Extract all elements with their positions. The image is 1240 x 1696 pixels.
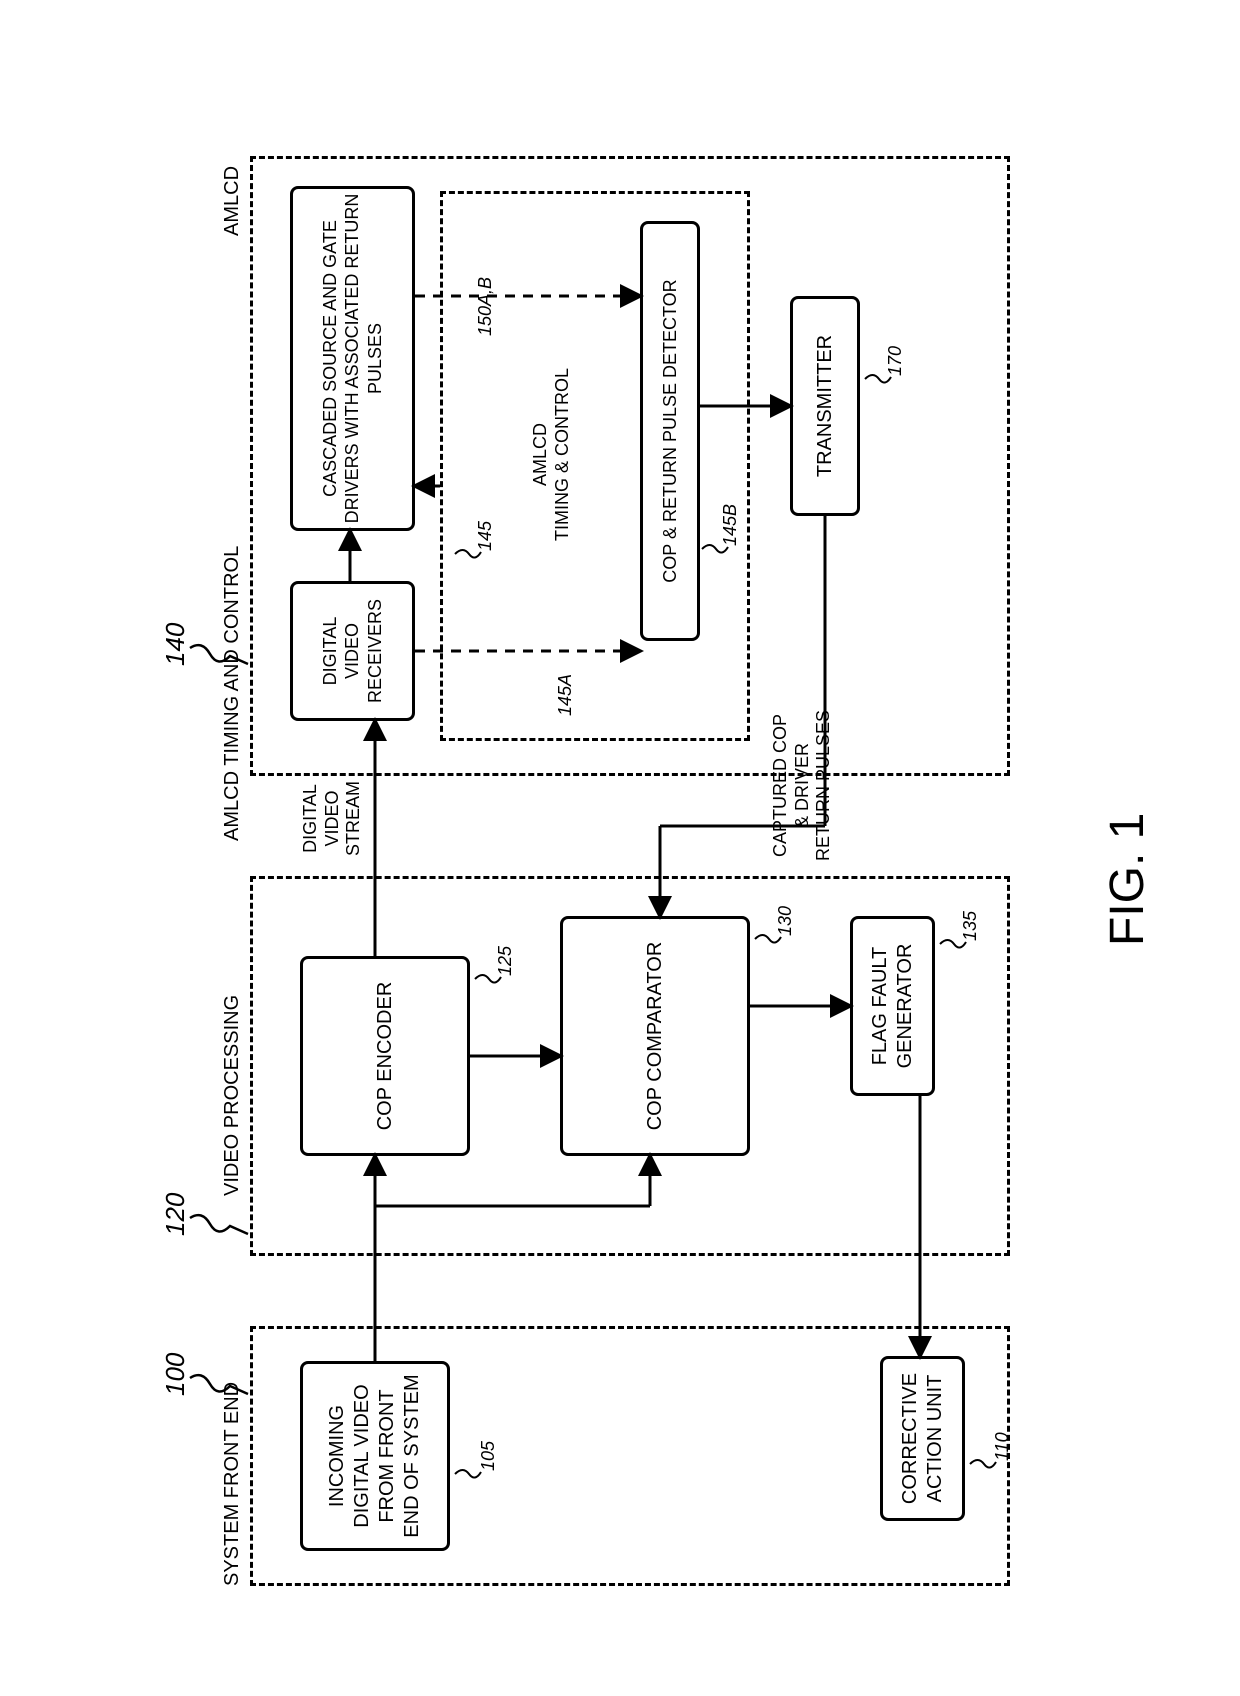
ref-120: 120 <box>160 1193 191 1236</box>
ref-145: 145 <box>475 521 497 551</box>
ref-105: 105 <box>478 1441 500 1471</box>
node-cop-comparator: COP COMPARATOR <box>560 916 750 1156</box>
ref-140: 140 <box>160 623 191 666</box>
diagram-stage: SYSTEM FRONT END VIDEO PROCESSING AMLCD … <box>0 0 1240 1696</box>
node-corrective-action: CORRECTIVE ACTION UNIT <box>880 1356 965 1521</box>
node-flag-fault-text: FLAG FAULT GENERATOR <box>868 923 918 1089</box>
node-cop-return-detector-text: COP & RETURN PULSE DETECTOR <box>659 279 682 582</box>
node-transmitter: TRANSMITTER <box>790 296 860 516</box>
node-flag-fault: FLAG FAULT GENERATOR <box>850 916 935 1096</box>
region-title-amlcd-timing-control: AMLCD TIMING AND CONTROL <box>220 546 244 841</box>
node-cascaded-drivers: CASCADED SOURCE AND GATE DRIVERS WITH AS… <box>290 186 415 531</box>
figure-label: FIG. 1 <box>1100 813 1155 946</box>
region-title-system-front-end: SYSTEM FRONT END <box>220 1382 244 1586</box>
ref-110: 110 <box>992 1432 1014 1461</box>
ref-150AB: 150A,B <box>475 277 497 336</box>
ref-145A: 145A <box>555 674 577 716</box>
ref-130: 130 <box>775 906 797 936</box>
ref-170: 170 <box>885 346 907 376</box>
node-cascaded-drivers-text: CASCADED SOURCE AND GATE DRIVERS WITH AS… <box>319 193 387 524</box>
node-incoming-video: INCOMING DIGITAL VIDEO FROM FRONT END OF… <box>300 1361 450 1551</box>
ref-100: 100 <box>160 1353 191 1396</box>
ref-135: 135 <box>960 911 982 941</box>
node-corrective-action-text: CORRECTIVE ACTION UNIT <box>898 1363 948 1514</box>
edge-label-amlcd-tc: AMLCD TIMING & CONTROL <box>530 368 573 541</box>
node-transmitter-text: TRANSMITTER <box>813 335 838 477</box>
edge-label-digital-video-stream: DIGITAL VIDEO STREAM <box>300 781 365 856</box>
region-amlcd-timing-control <box>440 191 750 741</box>
ref-145B: 145B <box>720 504 742 546</box>
node-incoming-video-text: INCOMING DIGITAL VIDEO FROM FRONT END OF… <box>325 1368 425 1544</box>
ref-125: 125 <box>495 946 517 976</box>
node-cop-comparator-text: COP COMPARATOR <box>643 942 668 1131</box>
region-title-amlcd: AMLCD <box>220 166 244 236</box>
node-cop-encoder-text: COP ENCODER <box>373 982 398 1131</box>
node-digital-video-receivers-text: DIGITAL VIDEO RECEIVERS <box>319 588 387 714</box>
node-digital-video-receivers: DIGITAL VIDEO RECEIVERS <box>290 581 415 721</box>
node-cop-encoder: COP ENCODER <box>300 956 470 1156</box>
node-cop-return-detector: COP & RETURN PULSE DETECTOR <box>640 221 700 641</box>
region-title-video-processing: VIDEO PROCESSING <box>220 995 244 1196</box>
edge-label-captured-cop: CAPTURED COP & DRIVER RETURN PULSES <box>770 710 835 861</box>
